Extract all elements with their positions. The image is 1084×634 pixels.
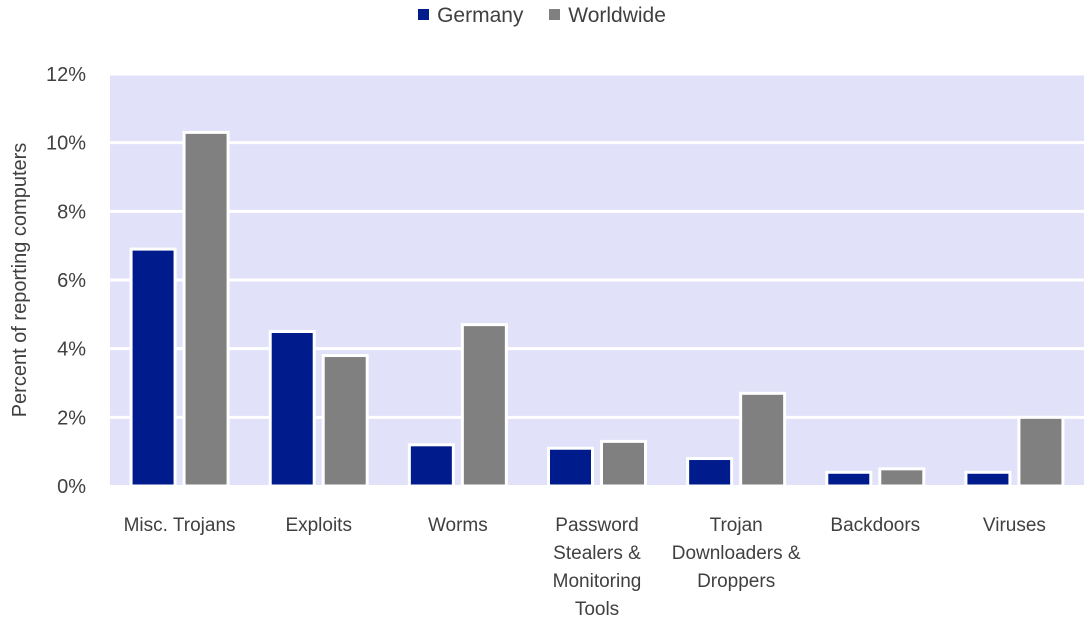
y-tick-label: 12% [46,64,86,86]
x-tick-label: Trojan Downloaders & Droppers [672,515,801,592]
legend-label-germany: Germany [437,4,524,28]
legend-label-worldwide: Worldwide [568,4,666,28]
x-tick-label-line: Trojan [710,515,763,536]
x-tick-label: Password Stealers & Monitoring Tools [553,515,642,620]
chart-legend: Germany Worldwide [0,4,1084,28]
x-tick-label-line: Monitoring [553,571,642,592]
bar-worldwide-5 [878,467,926,488]
x-tick-label-line: Stealers & [553,543,641,564]
bar-germany-6 [964,470,1012,488]
bar-worldwide-2 [460,323,508,488]
bar-worldwide-4 [739,391,787,488]
x-tick-label-line: Password [555,515,638,536]
x-tick-label: Viruses [983,515,1046,536]
x-tick-label-line: Misc. Trojans [124,515,236,536]
y-tick-label: 10% [46,133,86,155]
bar-worldwide-1 [321,354,369,488]
legend-swatch-germany [418,9,430,21]
y-tick-label: 8% [57,201,86,223]
bar-germany-2 [407,443,455,488]
x-tick-label-line: Droppers [697,571,775,592]
y-axis-label: Percent of reporting computers [9,143,31,418]
bar-worldwide-3 [600,439,647,488]
bar-worldwide-0 [182,130,230,488]
x-tick-label: Backdoors [830,515,920,536]
bar-worldwide-6 [1017,415,1065,488]
y-tick-label: 4% [57,339,86,361]
y-tick-label: 0% [57,476,86,498]
x-tick-label-line: Backdoors [830,515,920,536]
legend-item-germany: Germany [418,4,523,28]
x-tick-label: Worms [428,515,488,536]
x-tick-label-line: Downloaders & [672,543,801,564]
bar-germany-5 [825,470,873,488]
x-tick-label-line: Exploits [285,515,352,536]
bar-germany-3 [547,446,594,488]
bar-germany-0 [129,247,177,488]
x-tick-label-line: Viruses [983,515,1046,536]
bar-germany-1 [268,330,316,488]
legend-swatch-worldwide [549,9,561,21]
legend-item-worldwide: Worldwide [549,4,666,28]
y-tick-label: 6% [57,270,86,292]
bar-germany-4 [686,457,734,488]
y-tick-label: 2% [57,407,86,429]
x-tick-label: Exploits [285,515,352,536]
x-tick-label-line: Worms [428,515,488,536]
x-tick-label-line: Tools [575,599,619,620]
x-tick-label: Misc. Trojans [124,515,236,536]
